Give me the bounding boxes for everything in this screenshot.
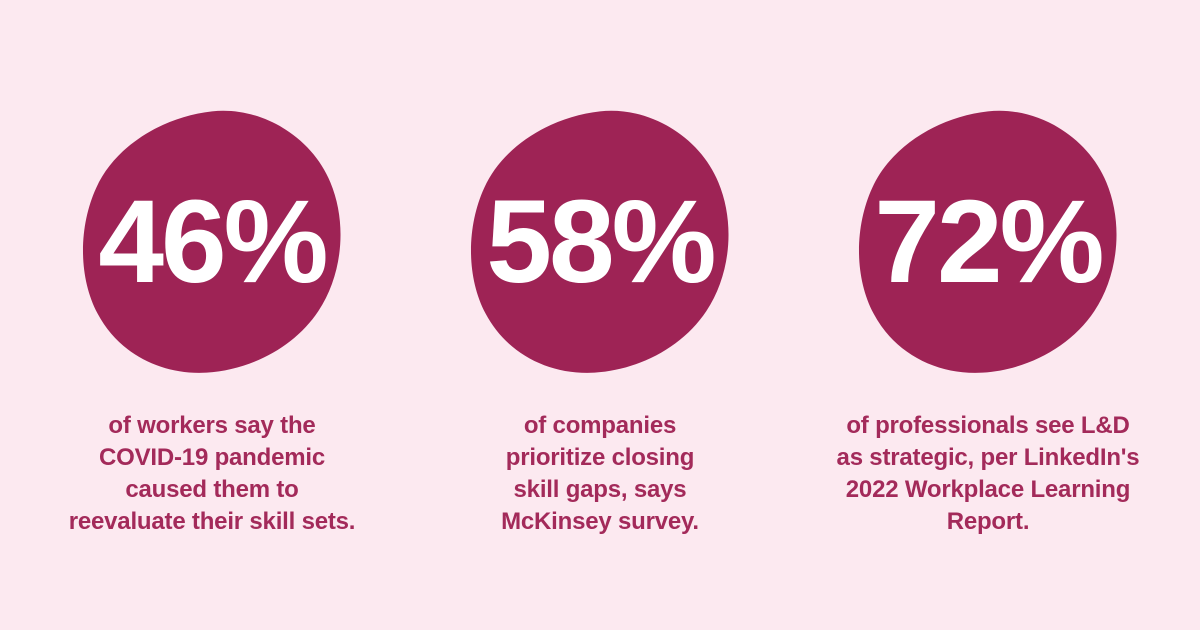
stat-value-3: 72% <box>874 176 1104 308</box>
blob-shape-icon <box>82 110 341 373</box>
stat-blob-2: 58% <box>467 110 733 378</box>
blob-shape-icon <box>858 110 1117 373</box>
stat-column-1: 46% of workers say the COVID-19 pandemic… <box>31 110 393 538</box>
stat-caption-1: of workers say the COVID-19 pandemic cau… <box>68 412 356 535</box>
stat-blob-1: 46% <box>79 110 345 378</box>
stat-value-1: 46% <box>98 176 328 308</box>
blob-shape-icon <box>470 110 729 373</box>
blob-path <box>82 110 341 373</box>
stat-column-2: 58% of companies prioritize closing skil… <box>419 110 781 538</box>
stat-caption-3: of professionals see L&D as strategic, p… <box>836 412 1140 535</box>
stat-column-3: 72% of professionals see L&D as strategi… <box>807 110 1169 538</box>
stat-caption-2: of companies prioritize closing skill ga… <box>501 412 699 535</box>
stat-blob-3: 72% <box>855 110 1121 378</box>
blob-path <box>858 110 1117 373</box>
blob-path <box>470 110 729 373</box>
stat-value-2: 58% <box>486 176 716 308</box>
stats-row: 46% of workers say the COVID-19 pandemic… <box>31 110 1169 538</box>
